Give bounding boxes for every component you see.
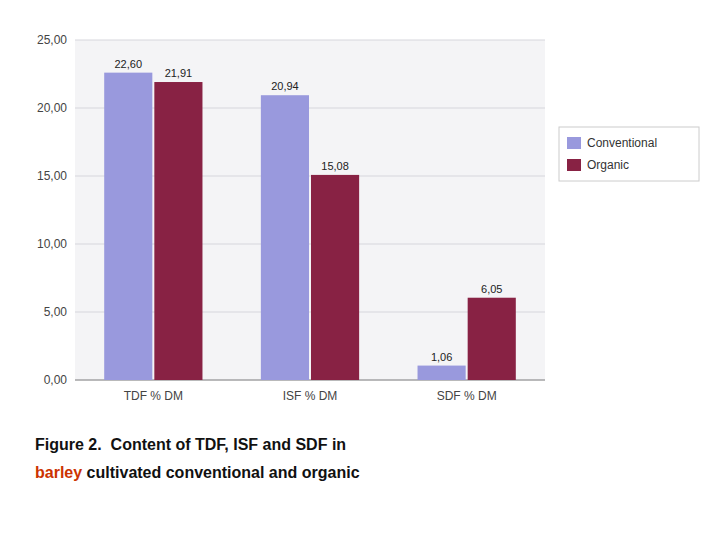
bar <box>468 298 516 380</box>
bars <box>104 73 516 380</box>
plot-background <box>75 40 545 380</box>
data-label: 1,06 <box>431 351 452 363</box>
legend-swatch <box>567 159 581 171</box>
data-label: 22,60 <box>115 58 143 70</box>
y-tick-label: 0,00 <box>44 373 68 387</box>
chart: 0,00 5,00 10,00 15,00 20,00 25,00 22,60 21,91 20… <box>0 0 720 540</box>
data-labels: 22,60 21,91 20,94 15,08 1,06 6,05 <box>115 58 503 363</box>
y-tick-label: 15,00 <box>37 169 67 183</box>
bar <box>154 82 202 380</box>
y-axis: 0,00 5,00 10,00 15,00 20,00 25,00 <box>37 33 545 387</box>
bar <box>104 73 152 380</box>
bar <box>418 366 466 380</box>
caption-line: Figure 2. Content of TDF, ISF and SDF in <box>35 436 346 453</box>
y-tick-label: 25,00 <box>37 33 67 47</box>
y-tick-label: 20,00 <box>37 101 67 115</box>
data-label: 20,94 <box>271 80 299 92</box>
caption-line: barley cultivated conventional and organ… <box>35 464 360 481</box>
grid-line <box>75 40 545 41</box>
legend-frame <box>559 127 699 181</box>
legend-label: Organic <box>587 158 629 172</box>
data-label: 21,91 <box>165 67 193 79</box>
legend-label: Conventional <box>587 136 657 150</box>
legend: Conventional Organic <box>559 127 699 181</box>
legend-swatch <box>567 137 581 149</box>
bar <box>311 175 359 380</box>
x-tick-label: ISF % DM <box>283 389 338 403</box>
caption-text: cultivated conventional and organic <box>82 464 359 481</box>
data-label: 15,08 <box>321 160 349 172</box>
data-label: 6,05 <box>481 283 502 295</box>
caption-text: barley <box>35 464 82 481</box>
x-tick-label: TDF % DM <box>124 389 183 403</box>
x-tick-label: SDF % DM <box>437 389 497 403</box>
caption-text: Figure 2. Content of TDF, ISF and SDF in <box>35 436 346 453</box>
caption: Figure 2. Content of TDF, ISF and SDF in… <box>35 436 360 481</box>
y-tick-label: 10,00 <box>37 237 67 251</box>
y-tick-label: 5,00 <box>44 305 68 319</box>
bar <box>261 95 309 380</box>
